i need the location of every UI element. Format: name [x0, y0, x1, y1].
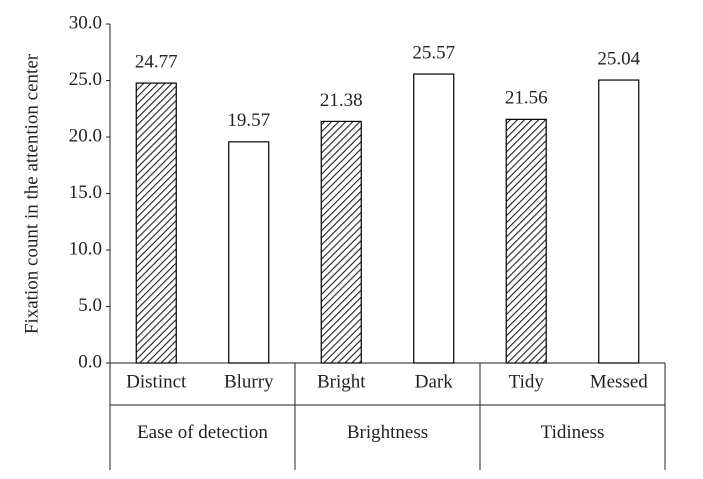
group-label: Ease of detection: [137, 422, 268, 443]
value-label: 25.04: [597, 48, 640, 69]
bar: [413, 73, 455, 364]
y-tick-label: 25.0: [69, 69, 102, 90]
value-label: 25.57: [412, 42, 455, 63]
x-tick-label: Dark: [415, 371, 453, 392]
x-tick-label: Blurry: [224, 371, 274, 392]
y-tick-label: 10.0: [69, 238, 102, 259]
bar: [505, 118, 547, 364]
y-tick-label: 0.0: [78, 351, 102, 372]
bar: [228, 141, 270, 364]
x-tick-label: Messed: [590, 371, 649, 392]
bar: [320, 120, 362, 364]
x-tick-label: Tidy: [509, 371, 545, 392]
bar: [598, 79, 640, 364]
y-tick-label: 30.0: [69, 12, 102, 33]
value-label: 21.38: [320, 90, 363, 111]
group-label: Brightness: [346, 422, 429, 443]
value-label: 19.57: [227, 110, 270, 131]
x-tick-label: Bright: [317, 371, 366, 392]
bar: [135, 82, 177, 364]
group-label: Tidiness: [540, 422, 605, 443]
y-tick-label: 20.0: [69, 125, 102, 146]
y-axis-title: Fixation count in the attention center: [21, 53, 42, 334]
y-tick-label: 15.0: [69, 182, 102, 203]
x-tick-label: Distinct: [126, 371, 187, 392]
value-label: 21.56: [505, 88, 548, 109]
y-tick-label: 5.0: [78, 295, 102, 316]
value-label: 24.77: [135, 51, 178, 72]
